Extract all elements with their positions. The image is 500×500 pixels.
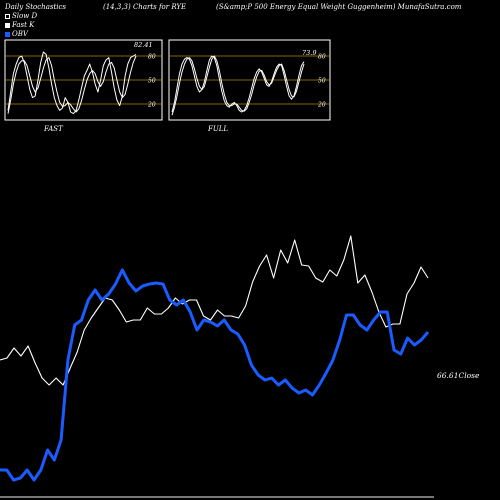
header-mid: (14,3,3) Charts for RYE <box>103 3 187 11</box>
close-value-label: 66.61Close <box>437 371 480 380</box>
header-right: (S&amp;P 500 Energy Equal Weight Guggenh… <box>216 3 462 11</box>
obv-line <box>0 268 430 482</box>
full-panel-title: FULL <box>207 125 228 133</box>
fast-slow-d-line <box>7 55 137 114</box>
full-fast-k-line <box>171 55 305 113</box>
fast-tick-label-50: 50 <box>148 78 156 85</box>
fast-last-value: 82.41 <box>134 41 153 49</box>
legend: Slow D Fast K OBV <box>5 12 37 39</box>
legend-label-slow-d: Slow D <box>12 12 38 20</box>
fast-panel-title: FAST <box>43 125 64 133</box>
full-last-value: 73.9 <box>302 49 316 57</box>
close-price-line <box>0 235 429 386</box>
header-left: Daily Stochastics <box>5 3 67 11</box>
legend-label-obv: OBV <box>12 30 28 38</box>
full-tick-label-80: 80 <box>318 54 326 61</box>
legend-label-fast-k: Fast K <box>12 21 35 29</box>
legend-slow-d: Slow D <box>5 12 37 21</box>
slow-d-swatch <box>5 14 10 19</box>
fast-tick-label-80: 80 <box>148 54 156 61</box>
fast-k-swatch <box>5 23 10 28</box>
full-tick-label-50: 50 <box>318 78 326 85</box>
fast-fast-k-line <box>7 51 137 115</box>
legend-fast-k: Fast K <box>5 21 37 30</box>
full-slow-d-line <box>171 55 305 116</box>
legend-obv: OBV <box>5 30 37 39</box>
fast-tick-label-20: 20 <box>147 102 156 109</box>
obv-swatch <box>5 32 10 37</box>
full-tick-label-20: 20 <box>317 102 326 109</box>
